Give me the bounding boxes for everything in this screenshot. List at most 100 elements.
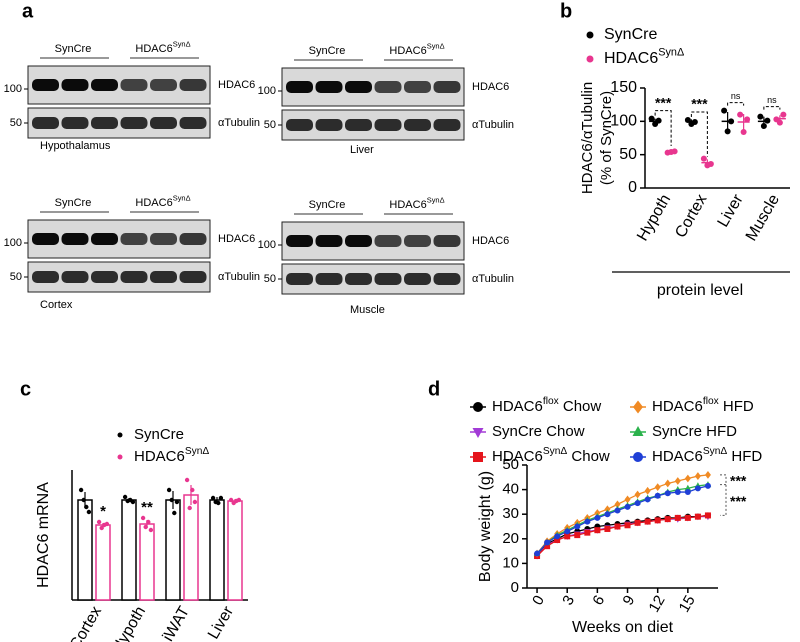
band xyxy=(315,119,343,131)
band xyxy=(91,117,118,129)
band xyxy=(404,119,431,131)
legend-marker xyxy=(472,428,484,438)
name-tail: HFD xyxy=(719,398,754,415)
series-line xyxy=(536,485,709,554)
mw-label: 50 xyxy=(264,273,276,285)
band xyxy=(91,233,118,245)
point xyxy=(594,514,601,521)
sig-bracket xyxy=(654,110,672,146)
significance: * xyxy=(100,503,106,520)
label: HDAC6flox Chow xyxy=(492,396,601,415)
point xyxy=(187,505,192,511)
band xyxy=(150,271,177,283)
point xyxy=(216,500,221,506)
point xyxy=(737,111,744,118)
point xyxy=(624,495,631,504)
label: SynCre xyxy=(309,199,346,211)
point xyxy=(604,525,611,532)
legend-marker xyxy=(117,432,123,438)
point xyxy=(644,486,651,495)
legend-marker xyxy=(633,452,643,462)
name-sup: flox xyxy=(543,396,559,407)
band xyxy=(150,233,177,245)
name: HDAC6 xyxy=(604,50,658,67)
point xyxy=(554,533,561,540)
band xyxy=(120,117,148,129)
y-axis-title: HDAC6/αTubulin xyxy=(579,82,596,194)
y-tick-label: 40 xyxy=(502,481,519,498)
significance: *** xyxy=(730,493,747,509)
point xyxy=(574,532,581,539)
point xyxy=(534,550,541,557)
label: HDAC6SynΔ Chow xyxy=(492,446,610,465)
point xyxy=(648,115,655,122)
point xyxy=(634,490,641,499)
point xyxy=(143,524,148,530)
name: SynCre HFD xyxy=(652,423,737,440)
name: HDAC6 xyxy=(492,398,543,415)
band xyxy=(433,235,461,247)
point xyxy=(228,497,234,503)
marker-label: HDAC6 xyxy=(218,79,255,91)
marker-label: αTubulin xyxy=(218,117,260,129)
mw-label: 50 xyxy=(10,117,22,129)
point xyxy=(624,503,631,510)
point xyxy=(654,483,661,492)
y-tick-label: 50 xyxy=(502,456,519,473)
point xyxy=(218,495,224,501)
label: HDAC6SynΔ xyxy=(389,42,444,57)
bar xyxy=(227,500,243,601)
significance: ns xyxy=(767,95,777,105)
marker-label: αTubulin xyxy=(472,273,514,285)
mw-label: 50 xyxy=(10,271,22,283)
x-tick-label: 9 xyxy=(620,592,639,608)
bar xyxy=(165,499,181,601)
mw-label: 50 xyxy=(264,119,276,131)
marker-label: HDAC6 xyxy=(472,235,509,247)
panel-label: a xyxy=(22,0,34,22)
point xyxy=(757,113,764,120)
point xyxy=(78,487,84,493)
name-tail: Chow xyxy=(567,448,610,465)
point xyxy=(664,479,671,488)
mw-label: 100 xyxy=(258,85,276,97)
name: SynCre xyxy=(55,43,92,55)
point xyxy=(674,514,681,521)
band xyxy=(404,235,431,247)
point xyxy=(104,521,110,527)
band xyxy=(179,271,207,283)
legend-marker xyxy=(632,426,644,436)
point xyxy=(166,487,172,493)
label: HDAC6SynΔ xyxy=(135,194,190,209)
band xyxy=(286,235,313,247)
point xyxy=(694,485,701,492)
point xyxy=(148,527,154,533)
bar xyxy=(95,524,111,601)
point xyxy=(81,497,86,503)
marker-label: HDAC6 xyxy=(218,233,255,245)
band xyxy=(91,271,118,283)
name-tail: HFD xyxy=(727,448,762,465)
sig-bracket xyxy=(720,474,727,516)
bar xyxy=(209,499,225,601)
name-sup: SynΔ xyxy=(427,42,445,51)
point xyxy=(664,516,671,523)
tissue-label: Cortex xyxy=(40,299,73,311)
label: HDAC6SynΔ xyxy=(135,40,190,55)
point xyxy=(654,492,661,499)
point xyxy=(614,523,621,530)
band xyxy=(315,273,343,285)
point xyxy=(744,116,751,123)
point xyxy=(704,512,711,519)
point xyxy=(707,161,714,167)
point xyxy=(130,499,136,505)
name-tail: Chow xyxy=(559,398,602,415)
point xyxy=(614,507,621,514)
y-axis-title: (% of SynCre) xyxy=(598,91,615,185)
y-axis-title: HDAC6 mRNA xyxy=(35,482,52,588)
y-tick-label: 20 xyxy=(502,530,519,547)
point xyxy=(192,499,198,505)
x-tick-label: Cortex xyxy=(67,604,105,642)
point xyxy=(184,477,190,483)
point xyxy=(614,500,621,509)
